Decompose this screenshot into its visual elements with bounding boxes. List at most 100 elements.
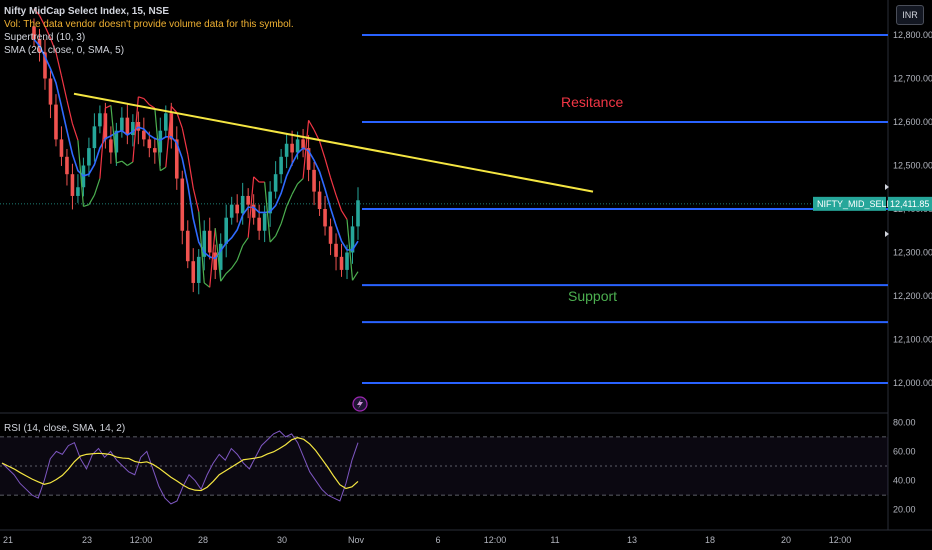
supertrend-segment [93, 178, 101, 196]
supertrend-segment [121, 160, 128, 166]
time-tick-label: 20 [781, 535, 791, 545]
candle-body [345, 252, 349, 270]
candle-body [356, 200, 360, 227]
supertrend-segment [203, 282, 211, 288]
candle-body [196, 256, 201, 283]
supertrend-segment [116, 160, 123, 164]
time-tick-label: 6 [435, 535, 440, 545]
supertrend-segment [220, 273, 227, 282]
candle-body [317, 191, 322, 209]
supertrend-segment [99, 108, 106, 179]
supertrend-segment [231, 259, 238, 269]
price-tick-label: 12,500.00 [893, 161, 932, 171]
supertrend-segment [269, 235, 277, 243]
candle-body [295, 139, 300, 153]
candle-body [262, 213, 267, 231]
supertrend-segment [49, 38, 57, 53]
sma-label[interactable]: SMA (20, close, 0, SMA, 5) [4, 45, 125, 56]
supertrend-segment [105, 104, 112, 109]
candle-body [312, 169, 316, 192]
candle-body [290, 143, 294, 153]
candle-body [92, 126, 97, 149]
supertrend-segment [318, 140, 326, 159]
supertrend-segment [66, 100, 74, 124]
candle-body [284, 143, 289, 157]
candle-body [240, 195, 245, 214]
currency-selector[interactable]: INR [896, 5, 924, 25]
candle-body [229, 204, 234, 218]
candle-body [235, 204, 239, 214]
supertrend-segment [242, 237, 249, 246]
supertrend-label[interactable]: Supertrend (10, 3) [4, 32, 86, 43]
candle-body [120, 117, 124, 131]
time-tick-label: 21 [3, 535, 13, 545]
candle-body [103, 113, 108, 140]
candle-body [98, 113, 102, 127]
supertrend-segment [352, 271, 359, 281]
candle-body [185, 230, 190, 262]
candle-body [54, 104, 58, 140]
candle-body [158, 130, 163, 153]
rsi-tick-label: 60.00 [893, 446, 916, 456]
supertrend-segment [346, 219, 354, 281]
supertrend-segment [71, 123, 79, 141]
candle-body [218, 243, 223, 270]
time-tick-label: 28 [198, 535, 208, 545]
axis-arrow-icon [885, 184, 889, 190]
supertrend-segment [176, 112, 183, 129]
candle-body [213, 252, 218, 270]
supertrend-segment [83, 204, 90, 207]
price-tick-label: 12,700.00 [893, 74, 932, 84]
supertrend-segment [302, 120, 310, 179]
candle-body [257, 217, 261, 231]
supertrend-segment [38, 15, 46, 27]
price-tick-label: 12,100.00 [893, 335, 932, 345]
candle-body [109, 139, 113, 153]
supertrend-segment [198, 211, 205, 283]
rsi-tick-label: 20.00 [893, 505, 916, 515]
time-tick-label: 12:00 [829, 535, 852, 545]
time-tick-label: 30 [277, 535, 287, 545]
supertrend-segment [44, 26, 52, 39]
symbol-tag [813, 196, 886, 211]
price-tick-label: 12,300.00 [893, 248, 932, 258]
supertrend-segment [149, 104, 156, 109]
candle-body [70, 174, 75, 196]
time-tick-label: Nov [348, 535, 365, 545]
candle-body [180, 178, 185, 231]
candle-body [32, 26, 36, 40]
lightning-bolt-icon[interactable] [352, 396, 368, 412]
candle-body [125, 117, 130, 136]
candle-body [76, 187, 80, 196]
candle-body [246, 195, 250, 205]
rsi-band [0, 436, 888, 496]
supertrend-segment [170, 105, 178, 113]
sma-line [33, 38, 359, 260]
candle-body [207, 230, 212, 253]
price-tag [888, 196, 932, 211]
candle-body [323, 209, 327, 227]
supertrend-segment [77, 140, 85, 207]
candle-body [153, 148, 157, 153]
symbol-title: Nifty MidCap Select Index, 15, NSE [4, 6, 170, 17]
candle-body [328, 226, 333, 244]
price-tick-label: 12,800.00 [893, 30, 932, 40]
rsi-line [1, 430, 359, 505]
supertrend-segment [154, 108, 161, 171]
candle-body [251, 204, 256, 218]
supertrend-segment [247, 176, 255, 238]
volume-notice: Vol: The data vendor doesn't provide vol… [4, 19, 294, 30]
candle-body [163, 113, 168, 131]
resistance-trendline [73, 92, 594, 193]
supertrend-segment [286, 193, 293, 207]
candle-body [224, 217, 229, 244]
price-tick-label: 12,000.00 [893, 378, 932, 388]
time-tick-label: 12:00 [130, 535, 153, 545]
supertrend-segment [297, 178, 304, 185]
candle-body [131, 122, 135, 136]
rsi-label[interactable]: RSI (14, close, SMA, 14, 2) [4, 423, 126, 434]
supertrend-segment [280, 206, 288, 224]
rsi-tick-label: 40.00 [893, 476, 916, 486]
